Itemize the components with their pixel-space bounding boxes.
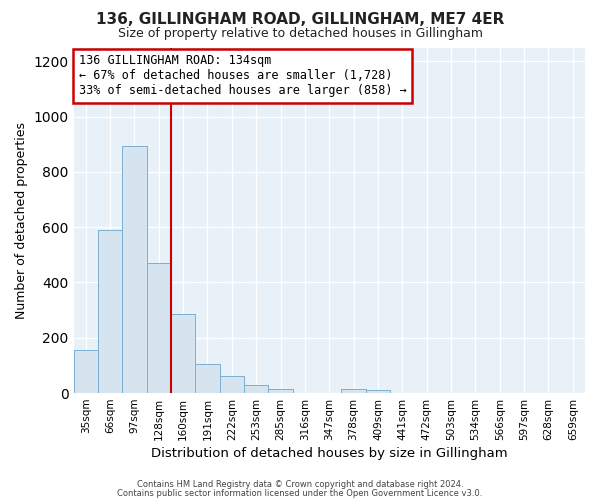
Bar xyxy=(268,389,293,393)
X-axis label: Distribution of detached houses by size in Gillingham: Distribution of detached houses by size … xyxy=(151,447,508,460)
Bar xyxy=(146,263,171,393)
Bar xyxy=(74,350,98,393)
Bar xyxy=(341,389,366,393)
Text: Contains HM Land Registry data © Crown copyright and database right 2024.: Contains HM Land Registry data © Crown c… xyxy=(137,480,463,489)
Bar xyxy=(366,390,390,393)
Bar xyxy=(122,146,146,393)
Y-axis label: Number of detached properties: Number of detached properties xyxy=(15,122,28,319)
Bar xyxy=(220,376,244,393)
Bar xyxy=(244,386,268,393)
Bar xyxy=(98,230,122,393)
Text: Size of property relative to detached houses in Gillingham: Size of property relative to detached ho… xyxy=(118,28,482,40)
Text: Contains public sector information licensed under the Open Government Licence v3: Contains public sector information licen… xyxy=(118,488,482,498)
Text: 136, GILLINGHAM ROAD, GILLINGHAM, ME7 4ER: 136, GILLINGHAM ROAD, GILLINGHAM, ME7 4E… xyxy=(96,12,504,28)
Bar xyxy=(171,314,196,393)
Text: 136 GILLINGHAM ROAD: 134sqm
← 67% of detached houses are smaller (1,728)
33% of : 136 GILLINGHAM ROAD: 134sqm ← 67% of det… xyxy=(79,54,406,98)
Bar xyxy=(196,364,220,393)
